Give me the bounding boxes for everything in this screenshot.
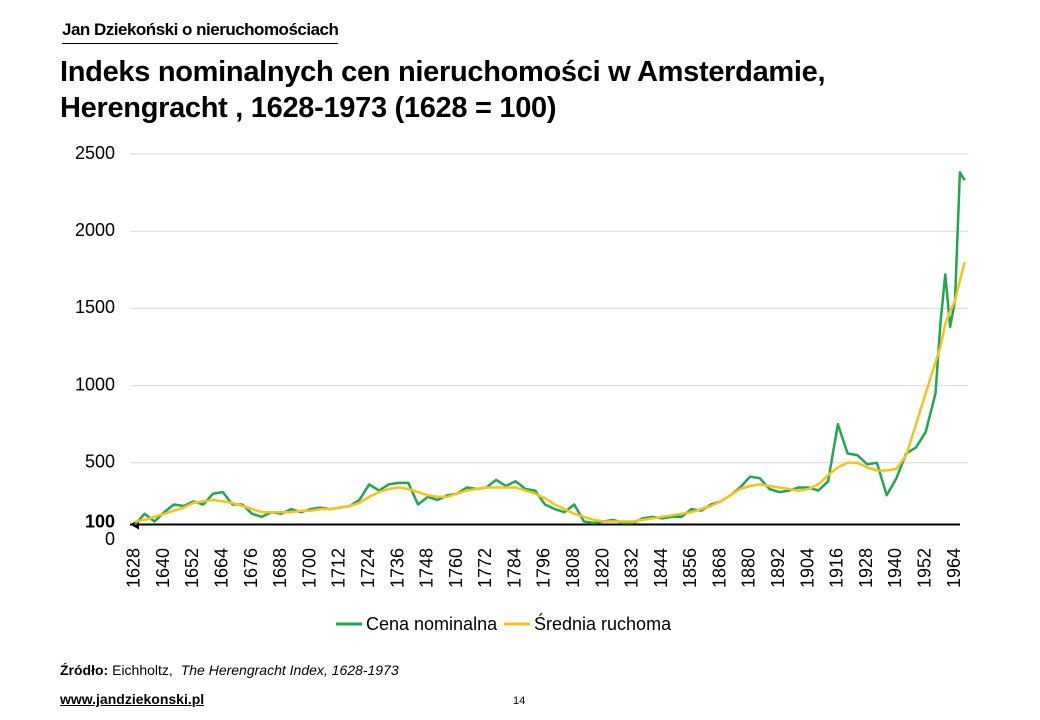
x-tick-label: 1904 bbox=[797, 548, 817, 588]
x-tick-label: 1856 bbox=[680, 548, 700, 588]
series-line bbox=[133, 171, 966, 526]
y-tick-label: 1000 bbox=[75, 374, 115, 394]
x-tick-label: 1820 bbox=[592, 548, 612, 588]
header: Jan Dziekoński o nieruchomościach bbox=[62, 20, 339, 44]
x-tick-label: 1748 bbox=[417, 548, 437, 588]
x-tick-label: 1760 bbox=[446, 548, 466, 588]
y-tick-label: 2500 bbox=[75, 143, 115, 163]
x-tick-label: 1916 bbox=[827, 548, 847, 588]
x-tick-label: 1844 bbox=[651, 548, 671, 588]
y-tick-label: 1500 bbox=[75, 297, 115, 317]
x-tick-label: 1964 bbox=[944, 548, 964, 588]
series-line bbox=[134, 261, 967, 523]
x-tick-label: 1688 bbox=[270, 548, 290, 588]
source: Źródło: Eichholtz, The Herengracht Index… bbox=[60, 662, 399, 678]
x-tick-label: 1784 bbox=[504, 548, 524, 588]
source-author: Eichholtz, bbox=[112, 662, 173, 678]
x-tick-label: 1628 bbox=[124, 548, 144, 588]
x-tick-label: 1796 bbox=[534, 548, 554, 588]
x-tick-label: 1664 bbox=[212, 548, 232, 588]
x-tick-label: 1940 bbox=[885, 548, 905, 588]
legend-label: Średnia ruchoma bbox=[534, 613, 672, 634]
reference-label: 100 bbox=[85, 511, 115, 531]
source-work: The Herengracht Index, 1628-1973 bbox=[180, 662, 399, 678]
x-tick-label: 1880 bbox=[739, 548, 759, 588]
x-tick-label: 1712 bbox=[329, 548, 349, 588]
legend-label: Cena nominalna bbox=[366, 614, 498, 634]
website[interactable]: www.jandziekonski.pl bbox=[60, 691, 205, 707]
x-tick-label: 1676 bbox=[241, 548, 261, 588]
x-tick-label: 1832 bbox=[622, 548, 642, 588]
x-tick-label: 1736 bbox=[387, 548, 407, 588]
x-tick-label: 1928 bbox=[856, 548, 876, 588]
page-number: 14 bbox=[513, 695, 526, 707]
x-tick-label: 1700 bbox=[299, 548, 319, 588]
x-tick-label: 1724 bbox=[358, 548, 378, 588]
y-tick-label: 2000 bbox=[75, 220, 115, 240]
x-tick-label: 1868 bbox=[709, 548, 729, 588]
x-tick-label: 1640 bbox=[153, 548, 173, 588]
x-tick-label: 1652 bbox=[182, 548, 202, 588]
y-tick-label: 0 bbox=[105, 529, 115, 549]
x-tick-label: 1808 bbox=[563, 548, 583, 588]
x-tick-label: 1952 bbox=[914, 548, 934, 588]
x-tick-label: 1772 bbox=[475, 548, 495, 588]
source-label: Źródło: bbox=[60, 662, 109, 678]
chart-title: Indeks nominalnych cen nieruchomości w A… bbox=[60, 56, 826, 124]
x-tick-label: 1892 bbox=[768, 548, 788, 588]
y-tick-label: 500 bbox=[85, 452, 115, 472]
